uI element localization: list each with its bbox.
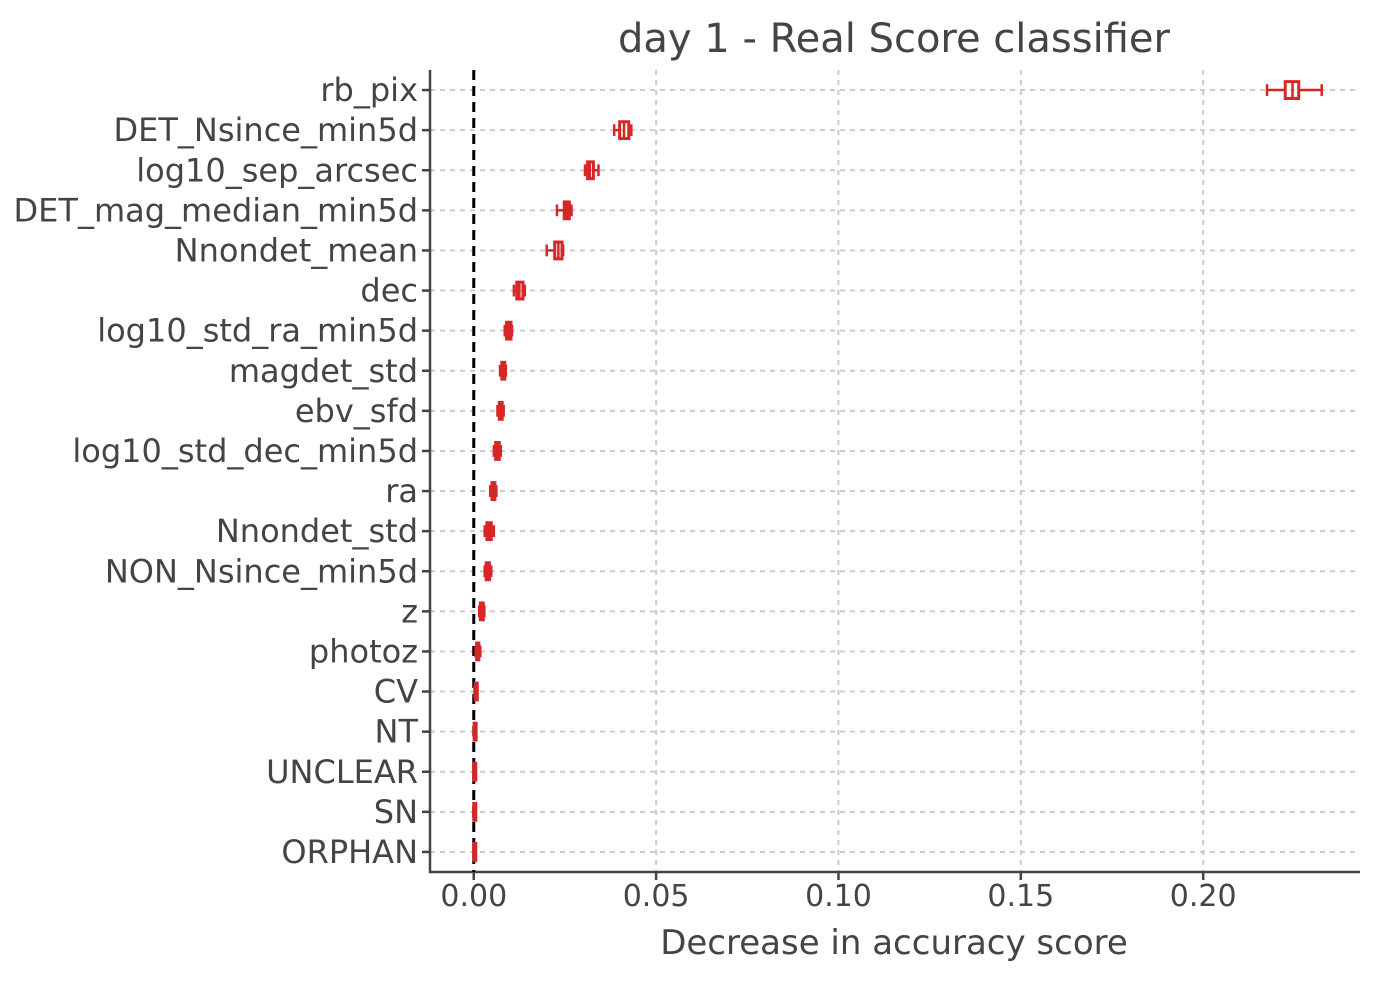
box-log10_sep_arcsec	[583, 160, 600, 181]
axes-layer	[422, 70, 1360, 880]
x-tick-label: 0.15	[987, 879, 1054, 914]
box-magdet_std	[498, 360, 508, 381]
y-tick-label: photoz	[309, 632, 418, 670]
box-NT	[472, 721, 478, 742]
box-dec	[512, 280, 527, 301]
box-SN	[472, 801, 478, 822]
box-photoz	[474, 641, 482, 662]
x-tick-label: 0.10	[805, 879, 872, 914]
box-Nnondet_mean	[545, 240, 565, 261]
box-UNCLEAR	[472, 761, 478, 782]
y-tick-labels: rb_pixDET_Nsince_min5dlog10_sep_arcsecDE…	[14, 71, 419, 871]
y-tick-label: ra	[385, 472, 418, 510]
box-ra	[488, 481, 498, 501]
x-tick-label: 0.05	[623, 879, 690, 914]
y-tick-label: log10_std_dec_min5d	[72, 432, 418, 470]
x-tick-labels: 0.00 0.05 0.10 0.15 0.20	[440, 879, 1236, 914]
x-tick-label: 0.00	[440, 879, 507, 914]
y-tick-label: SN	[374, 793, 418, 831]
box-rb_pix	[1265, 80, 1323, 100]
y-tick-label: DET_Nsince_min5d	[114, 111, 418, 149]
y-tick-label: ORPHAN	[281, 833, 418, 871]
box-Nnondet_std	[483, 521, 496, 542]
y-tick-label: UNCLEAR	[266, 753, 418, 791]
y-tick-label: Nnondet_mean	[175, 231, 418, 269]
y-tick-label: log10_sep_arcsec	[136, 151, 418, 189]
y-tick-label: z	[401, 592, 418, 630]
grid-layer	[430, 70, 1360, 872]
y-tick-label: dec	[360, 272, 418, 310]
chart-title: day 1 - Real Score classifier	[618, 16, 1171, 62]
y-tick-label: CV	[374, 673, 418, 711]
box-log10_std_ra_min5d	[503, 320, 514, 341]
box-z	[477, 601, 486, 622]
y-tick-label: DET_mag_median_min5d	[14, 191, 418, 229]
boxes-layer	[472, 80, 1323, 862]
x-tick-label: 0.20	[1170, 879, 1237, 914]
box-DET_mag_median_min5d	[555, 200, 573, 221]
box-ORPHAN	[472, 842, 478, 862]
x-axis-label: Decrease in accuracy score	[660, 923, 1128, 963]
y-tick-label: NT	[375, 713, 419, 751]
y-tick-label: Nnondet_std	[216, 512, 418, 550]
box-log10_std_dec_min5d	[492, 441, 503, 461]
box-ebv_sfd	[496, 400, 505, 421]
y-tick-label: log10_std_ra_min5d	[97, 312, 418, 350]
box-NON_Nsince_min5d	[483, 561, 493, 582]
y-tick-label: rb_pix	[320, 71, 418, 109]
y-tick-label: NON_Nsince_min5d	[105, 552, 418, 590]
y-tick-label: magdet_std	[229, 352, 418, 390]
box-CV	[473, 681, 479, 702]
box-DET_Nsince_min5d	[612, 120, 633, 141]
y-tick-label: ebv_sfd	[295, 392, 418, 430]
